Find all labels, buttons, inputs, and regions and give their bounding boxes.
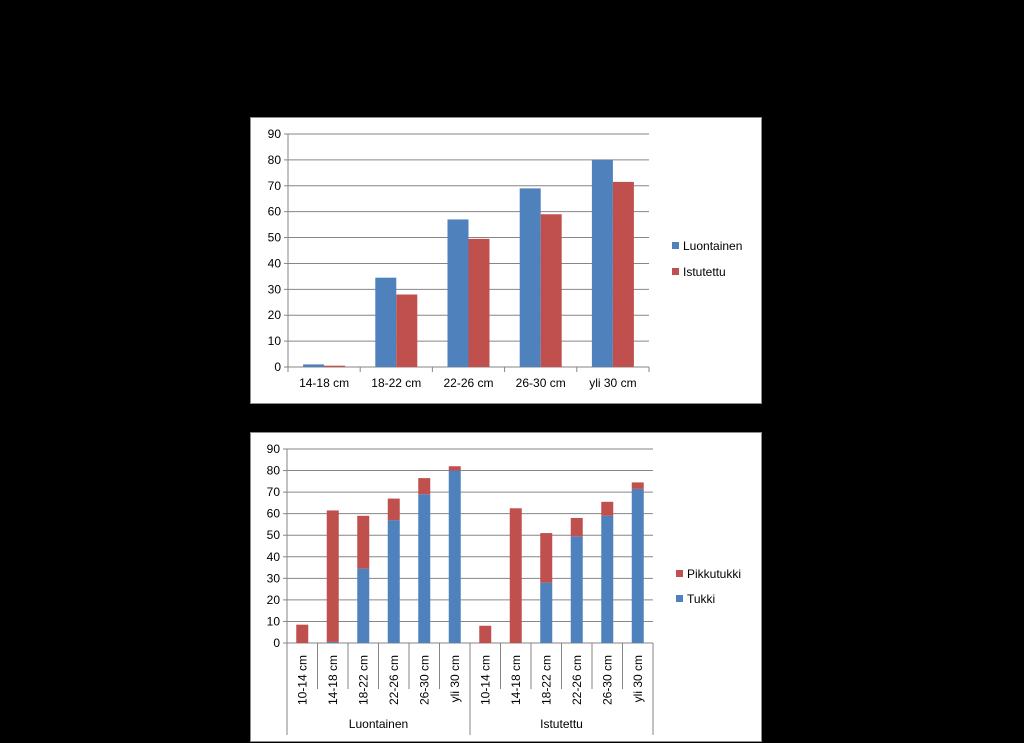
y-tick-label: 0 (273, 636, 280, 650)
legend-swatch (676, 595, 683, 602)
legend-label: Pikkutukki (687, 567, 741, 581)
legend-swatch (672, 242, 679, 249)
x-tick-label: yli 30 cm (589, 376, 636, 390)
y-tick-label: 80 (268, 153, 282, 167)
y-tick-label: 90 (268, 127, 282, 141)
chart-2-panel: 0 10 20 30 40 50 60 70 80 90 10-14 cm 14-18 cm 18-22… (250, 432, 762, 742)
y-tick-label: 40 (267, 550, 281, 564)
bar-tukki (570, 536, 583, 643)
bar-pikkutukki (418, 478, 431, 495)
bar-istutettu (540, 214, 562, 367)
bar-tukki (326, 641, 339, 643)
y-tick-label: 70 (268, 179, 282, 193)
bar-pikkutukki (570, 517, 583, 537)
x-tick-label: 14-18 cm (299, 376, 349, 390)
x-tick-label: 18-22 cm (539, 655, 553, 705)
y-tick-label: 20 (267, 593, 281, 607)
y-tick-label: 60 (267, 507, 281, 521)
x-tick-label: 26-30 cm (600, 655, 614, 705)
bar-tukki (631, 488, 644, 643)
bar-tukki (540, 582, 553, 643)
bar-tukki (448, 470, 461, 643)
x-tick-label: 22-26 cm (570, 655, 584, 705)
bar-luontainen (519, 188, 541, 367)
bar-pikkutukki (296, 624, 309, 643)
y-tick-label: 20 (268, 308, 282, 322)
x-tick-label: 10-14 cm (295, 655, 309, 705)
y-tick-label: 10 (268, 334, 282, 348)
y-tick-label: 0 (274, 360, 281, 374)
bar-pikkutukki (631, 482, 644, 489)
x-tick-label: 14-18 cm (326, 655, 340, 705)
x-tick-label: 14-18 cm (509, 655, 523, 705)
bar-istutettu (396, 294, 418, 367)
bar-pikkutukki (540, 533, 553, 583)
bar-pikkutukki (448, 466, 461, 471)
bar-luontainen (303, 364, 325, 367)
x-tick-label: yli 30 cm (631, 655, 645, 702)
x-tick-label: 22-26 cm (387, 655, 401, 705)
bar-pikkutukki (479, 625, 492, 643)
bar-istutettu (612, 181, 634, 367)
bar-tukki (387, 520, 400, 643)
bar-luontainen (447, 219, 469, 367)
group-label: Luontainen (349, 717, 408, 731)
bar-tukki (418, 494, 431, 643)
bar-tukki (357, 568, 370, 643)
x-tick-label: 10-14 cm (478, 655, 492, 705)
y-tick-label: 30 (267, 571, 281, 585)
bar-istutettu (324, 365, 346, 367)
y-tick-label: 70 (267, 485, 281, 499)
x-tick-label: 22-26 cm (443, 376, 493, 390)
bar-luontainen (375, 277, 397, 367)
bar-tukki (601, 515, 614, 643)
x-tick-label: yli 30 cm (448, 655, 462, 702)
chart-2-svg: 0 10 20 30 40 50 60 70 80 90 10-14 cm 14-18 cm 18-22… (267, 442, 741, 735)
x-tick-label: 26-30 cm (417, 655, 431, 705)
x-tick-label: 18-22 cm (356, 655, 370, 705)
legend-label: Istutettu (683, 265, 726, 279)
y-tick-label: 30 (268, 282, 282, 296)
bar-istutettu (468, 238, 490, 367)
x-tick-label: 18-22 cm (371, 376, 421, 390)
y-tick-label: 50 (268, 231, 282, 245)
bar-pikkutukki (601, 501, 614, 516)
y-tick-label: 90 (267, 442, 281, 456)
y-tick-label: 40 (268, 256, 282, 270)
group-label: Istutettu (540, 717, 583, 731)
y-tick-label: 50 (267, 528, 281, 542)
bar-luontainen (591, 159, 613, 367)
legend-swatch (676, 570, 683, 577)
y-tick-label: 60 (268, 205, 282, 219)
x-tick-label: 26-30 cm (516, 376, 566, 390)
bar-pikkutukki (357, 515, 370, 569)
y-tick-label: 10 (267, 614, 281, 628)
bar-pikkutukki (387, 498, 400, 521)
chart-1-svg: 0 10 20 30 40 50 60 70 80 90 14-18 cm 18-22 cm 22-26… (268, 127, 743, 390)
bar-pikkutukki (326, 510, 339, 642)
legend-label: Luontainen (683, 239, 742, 253)
legend-swatch (672, 268, 679, 275)
legend-label: Tukki (687, 592, 715, 606)
chart-1-panel: 0 10 20 30 40 50 60 70 80 90 14-18 cm 18-22 cm 22-26… (250, 117, 762, 404)
bar-pikkutukki (509, 508, 522, 643)
y-tick-label: 80 (267, 464, 281, 478)
